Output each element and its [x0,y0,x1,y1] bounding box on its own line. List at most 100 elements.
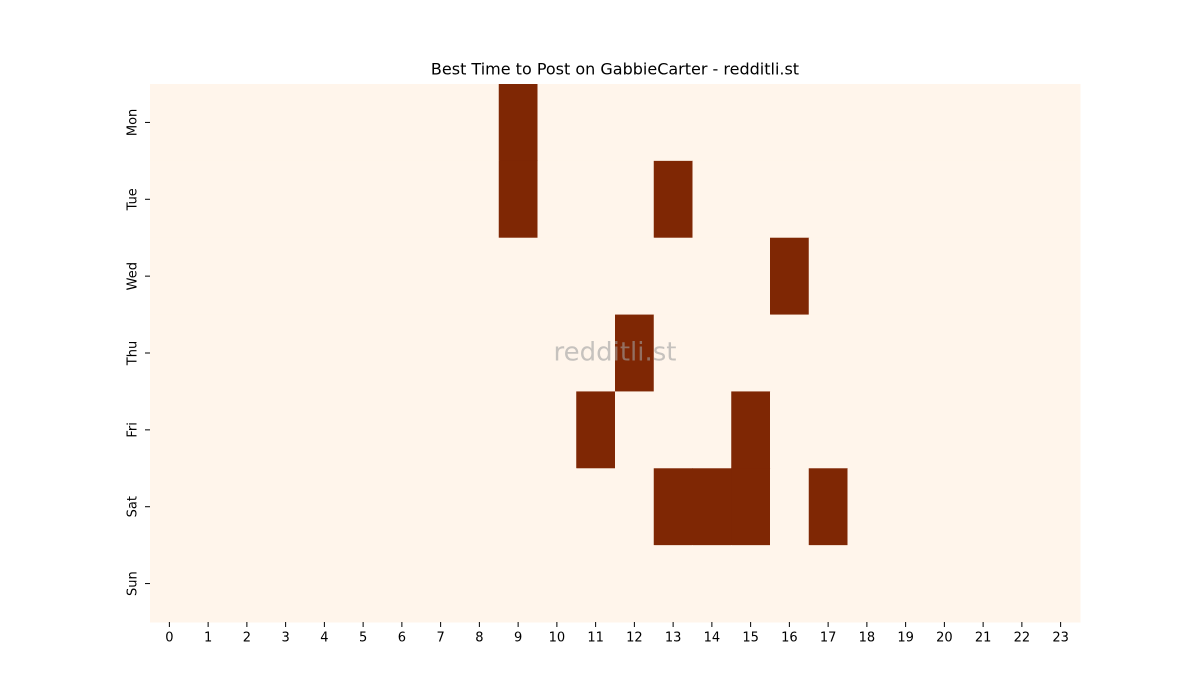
cell [1041,237,1081,316]
cell [537,391,577,469]
cell [925,468,965,546]
cell [266,84,306,162]
cell [305,468,345,546]
y-tick-label: Sun [126,571,141,596]
y-tick-label: Wed [126,262,141,290]
cell [537,545,577,623]
cell [1002,160,1042,239]
cell [305,84,345,162]
cell [266,237,306,316]
cell [343,545,383,623]
cell [963,468,1003,546]
cell [382,84,422,162]
cell [963,160,1003,239]
cell [498,160,538,239]
cell [808,545,848,623]
cell [1002,545,1042,623]
cell [537,314,577,392]
cell [150,314,190,392]
y-tick-label: Sat [126,496,141,517]
chart-title: Best Time to Post on GabbieCarter - redd… [431,60,799,79]
cell [150,545,190,623]
cell [1002,468,1042,546]
cell [266,545,306,623]
cell [188,84,228,162]
cell [227,468,267,546]
cell [421,84,461,162]
y-tick-label: Fri [126,422,141,438]
cell [305,391,345,469]
x-tick-label: 19 [897,631,914,646]
cell [421,545,461,623]
cell [266,468,306,546]
x-tick-label: 6 [398,631,406,646]
cell [343,84,383,162]
x-tick-label: 8 [475,631,483,646]
cell [150,84,190,162]
cell [847,391,887,469]
y-tick-label: Thu [126,341,141,366]
cell [227,237,267,316]
cell [498,237,538,316]
cell [343,314,383,392]
cell [576,545,616,623]
cell [576,314,616,392]
cell [576,237,616,316]
cell [1002,391,1042,469]
cell [498,545,538,623]
cell [692,545,732,623]
axes: 0 1 2 3 4 5 6 7 8 9 10 11 12 13 14 15 16 17 18 19 20 21 22 23Mo… [126,109,1069,646]
cell [808,314,848,392]
cell [615,84,655,162]
x-tick-label: 9 [514,631,522,646]
cell [421,160,461,239]
cell [537,468,577,546]
cell [1002,237,1042,316]
cell [615,314,655,392]
cell [653,545,693,623]
x-tick-label: 0 [165,631,173,646]
cell [150,391,190,469]
cell [305,160,345,239]
cell [1041,468,1081,546]
cell [537,237,577,316]
cell [886,468,926,546]
cell [1002,314,1042,392]
cell [808,391,848,469]
cell [808,84,848,162]
cell [188,314,228,392]
x-tick-label: 13 [665,631,682,646]
cell [382,391,422,469]
cell [576,468,616,546]
cell [343,391,383,469]
cell [537,84,577,162]
cell [886,545,926,623]
cell [770,545,810,623]
cell [770,84,810,162]
cell [925,237,965,316]
cell [498,468,538,546]
cell [847,314,887,392]
cell [576,391,616,469]
cell [847,237,887,316]
cell [1041,84,1081,162]
cell [653,314,693,392]
cell [925,84,965,162]
cell [653,391,693,469]
cell [382,545,422,623]
cell [382,314,422,392]
cell [770,237,810,316]
cell [421,237,461,316]
cell [576,84,616,162]
cell [963,237,1003,316]
x-tick-label: 21 [975,631,992,646]
cell [731,237,771,316]
cell [731,314,771,392]
x-tick-label: 15 [742,631,759,646]
cell [886,391,926,469]
cell [1041,160,1081,239]
cell [1041,391,1081,469]
cell [653,160,693,239]
cell [615,545,655,623]
